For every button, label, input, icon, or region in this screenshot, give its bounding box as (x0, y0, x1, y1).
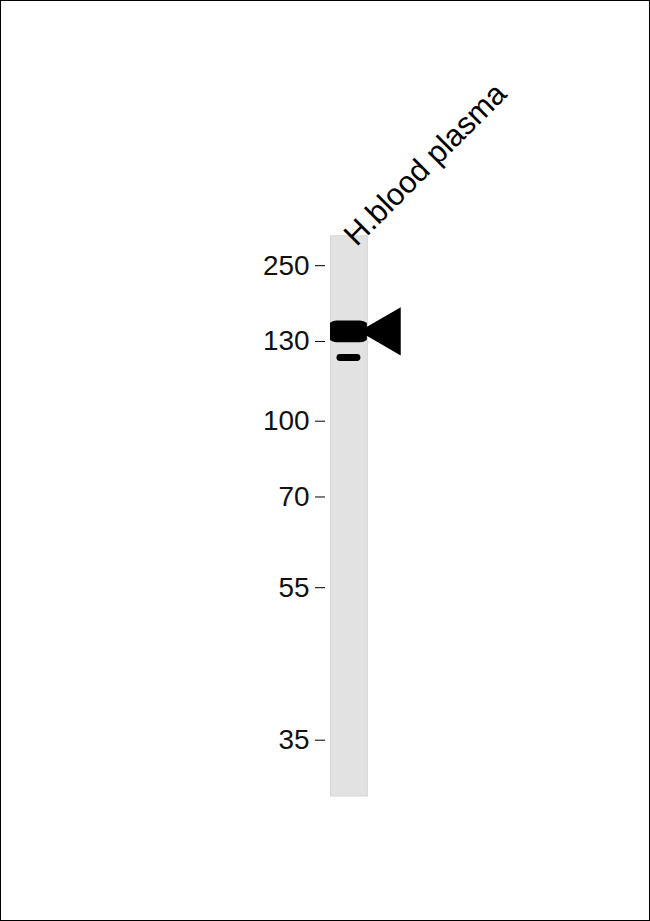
svg-text:70: 70 (279, 481, 310, 512)
svg-text:250: 250 (263, 250, 310, 281)
svg-text:35: 35 (279, 724, 310, 755)
svg-text:100: 100 (263, 405, 310, 436)
svg-text:55: 55 (279, 572, 310, 603)
svg-text:130: 130 (263, 325, 310, 356)
svg-text:H.blood plasma: H.blood plasma (337, 75, 514, 252)
